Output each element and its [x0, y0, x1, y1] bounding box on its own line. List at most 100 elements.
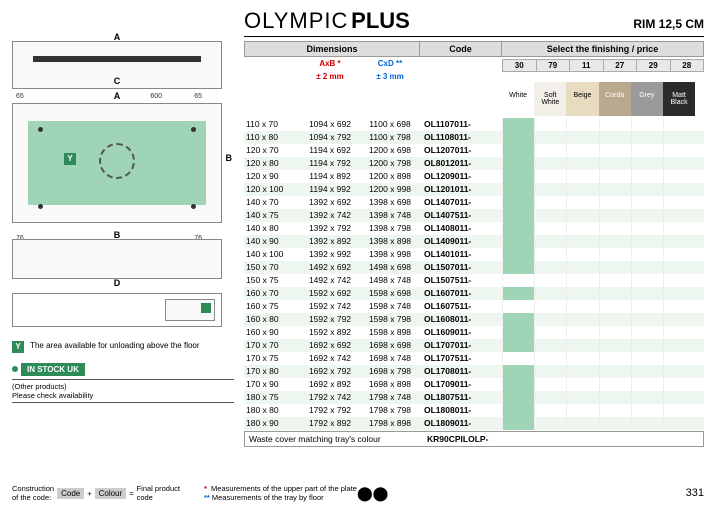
- price-cell: [502, 131, 534, 144]
- price-cell: [631, 352, 663, 365]
- price-cell: [502, 248, 534, 261]
- price-cell: [599, 352, 631, 365]
- stock-note-1: (Other products): [12, 382, 234, 391]
- price-cell: [663, 248, 695, 261]
- price-cell: [599, 378, 631, 391]
- price-cell: [599, 157, 631, 170]
- price-cell: [631, 261, 663, 274]
- price-cell: [534, 404, 566, 417]
- table-row: 150 x 751492 x 7421498 x 748OL1507511-: [244, 274, 704, 287]
- dim-65b: 65: [194, 93, 202, 100]
- price-cell: [631, 365, 663, 378]
- price-cell: [502, 183, 534, 196]
- price-cell: [502, 313, 534, 326]
- dim-label-a2: A: [114, 91, 121, 101]
- price-cell: [566, 378, 598, 391]
- left-column: A C A B Y 65 600 65: [12, 41, 244, 447]
- price-cell: [502, 352, 534, 365]
- price-cell: [599, 326, 631, 339]
- price-cell: [502, 404, 534, 417]
- table-row: 140 x 901392 x 8921398 x 898OL1409011-: [244, 235, 704, 248]
- table-row: 180 x 751792 x 7421798 x 748OL1807511-: [244, 391, 704, 404]
- price-cell: [502, 222, 534, 235]
- price-cell: [534, 287, 566, 300]
- diagram-plan-view: A B Y 65 600 65 76 76: [12, 93, 222, 233]
- price-cell: [631, 274, 663, 287]
- price-cell: [566, 339, 598, 352]
- legend-text: The area available for unloading above t…: [30, 341, 199, 350]
- title-bold: PLUS: [351, 8, 410, 33]
- price-cell: [631, 339, 663, 352]
- waste-row: Waste cover matching tray's colour KR90C…: [244, 431, 704, 447]
- price-cell: [502, 118, 534, 131]
- price-cell: [534, 274, 566, 287]
- finish-num: 30: [502, 59, 537, 72]
- price-cell: [502, 274, 534, 287]
- price-cell: [566, 222, 598, 235]
- price-cell: [631, 417, 663, 430]
- price-cell: [566, 352, 598, 365]
- product-title: OLYMPIC PLUS: [244, 8, 410, 34]
- price-cell: [663, 222, 695, 235]
- price-cell: [631, 157, 663, 170]
- price-cell: [534, 170, 566, 183]
- price-cell: [631, 222, 663, 235]
- price-cell: [534, 313, 566, 326]
- price-cell: [631, 313, 663, 326]
- price-cell: [534, 131, 566, 144]
- price-cell: [534, 391, 566, 404]
- finish-num: 28: [671, 59, 705, 72]
- price-cell: [534, 183, 566, 196]
- table-row: 140 x 751392 x 7421398 x 748OL1407511-: [244, 209, 704, 222]
- price-cell: [566, 144, 598, 157]
- price-cell: [631, 209, 663, 222]
- finish-num: 27: [604, 59, 638, 72]
- finish-swatch: Corda: [599, 82, 631, 116]
- price-cell: [502, 196, 534, 209]
- cxd-tol: ± 3 mm: [360, 72, 420, 81]
- title-light: OLYMPIC: [244, 8, 348, 33]
- price-cell: [534, 196, 566, 209]
- price-cell: [663, 287, 695, 300]
- price-cell: [599, 209, 631, 222]
- table-row: 160 x 751592 x 7421598 x 748OL1607511-: [244, 300, 704, 313]
- table-row: 170 x 801692 x 7921698 x 798OL1708011-: [244, 365, 704, 378]
- price-cell: [534, 378, 566, 391]
- price-cell: [534, 222, 566, 235]
- table-row: 160 x 801592 x 7921598 x 798OL1608011-: [244, 313, 704, 326]
- price-cell: [599, 170, 631, 183]
- dim-label-a: A: [114, 32, 121, 42]
- price-cell: [534, 326, 566, 339]
- price-cell: [566, 183, 598, 196]
- price-cell: [566, 131, 598, 144]
- price-cell: [631, 404, 663, 417]
- cxd-label: CxD **: [360, 59, 420, 72]
- price-cell: [631, 378, 663, 391]
- stock-section: IN STOCK UK (Other products) Please chec…: [12, 363, 234, 403]
- price-cell: [566, 170, 598, 183]
- axb-tol: ± 2 mm: [300, 72, 360, 81]
- finish-swatch: White: [502, 82, 534, 116]
- finish-num: 29: [637, 59, 671, 72]
- price-cell: [663, 378, 695, 391]
- price-cell: [631, 170, 663, 183]
- price-cell: [534, 118, 566, 131]
- price-cell: [599, 196, 631, 209]
- price-cell: [566, 196, 598, 209]
- table-row: 140 x 1001392 x 9921398 x 998OL1401011-: [244, 248, 704, 261]
- measurement-notes: * Measurements of the upper part of the …: [204, 484, 357, 502]
- th-dimensions: Dimensions: [244, 41, 420, 57]
- price-cell: [663, 300, 695, 313]
- stock-note-2: Please check availability: [12, 391, 234, 400]
- price-cell: [663, 170, 695, 183]
- price-cell: [534, 261, 566, 274]
- price-cell: [663, 131, 695, 144]
- price-cell: [534, 339, 566, 352]
- diagram-side-view: B D: [12, 239, 222, 279]
- price-cell: [502, 365, 534, 378]
- price-cell: [599, 235, 631, 248]
- price-cell: [566, 118, 598, 131]
- finish-swatch: Matt Black: [663, 82, 695, 116]
- code-construction: Construction of the code: Code + Colour …: [12, 484, 180, 502]
- price-cell: [631, 183, 663, 196]
